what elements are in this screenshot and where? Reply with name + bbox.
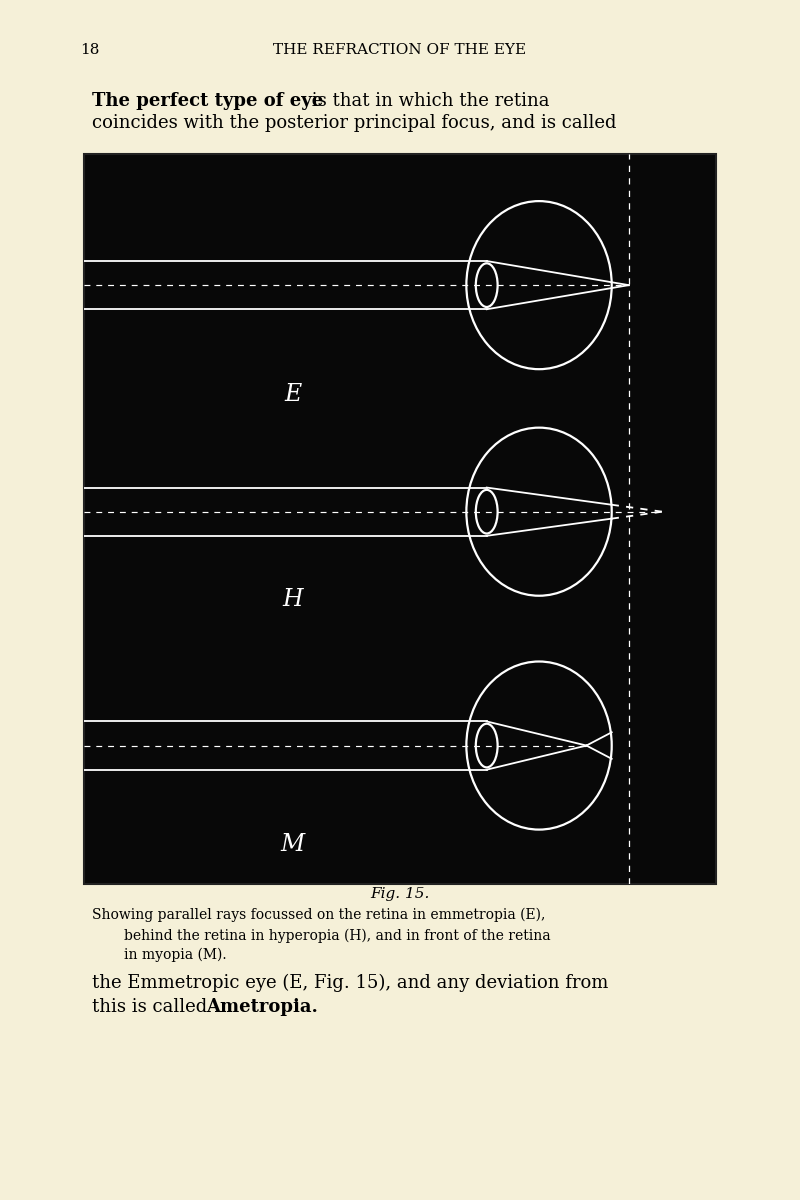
Text: Fig. 15.: Fig. 15. <box>370 887 430 900</box>
Text: E: E <box>284 383 301 407</box>
Text: behind the retina in hyperopia (H), and in front of the retina: behind the retina in hyperopia (H), and … <box>124 929 550 943</box>
Text: in myopia (M).: in myopia (M). <box>124 948 226 962</box>
Bar <box>84 154 716 884</box>
Text: THE REFRACTION OF THE EYE: THE REFRACTION OF THE EYE <box>274 43 526 56</box>
Text: Showing parallel rays focussed on the retina in emmetropia (E),: Showing parallel rays focussed on the re… <box>92 908 546 922</box>
Text: Ametropia.: Ametropia. <box>206 997 318 1015</box>
Text: is that in which the retina: is that in which the retina <box>306 91 550 109</box>
Text: The perfect type of eye: The perfect type of eye <box>92 91 323 109</box>
Text: 18: 18 <box>80 43 99 56</box>
Text: M: M <box>281 833 305 856</box>
Text: H: H <box>282 588 303 611</box>
Text: this is called: this is called <box>92 997 213 1015</box>
Text: coincides with the posterior principal focus, and is called: coincides with the posterior principal f… <box>92 114 617 132</box>
Text: the Emmetropic eye (E, Fig. 15), and any deviation from: the Emmetropic eye (E, Fig. 15), and any… <box>92 973 608 991</box>
